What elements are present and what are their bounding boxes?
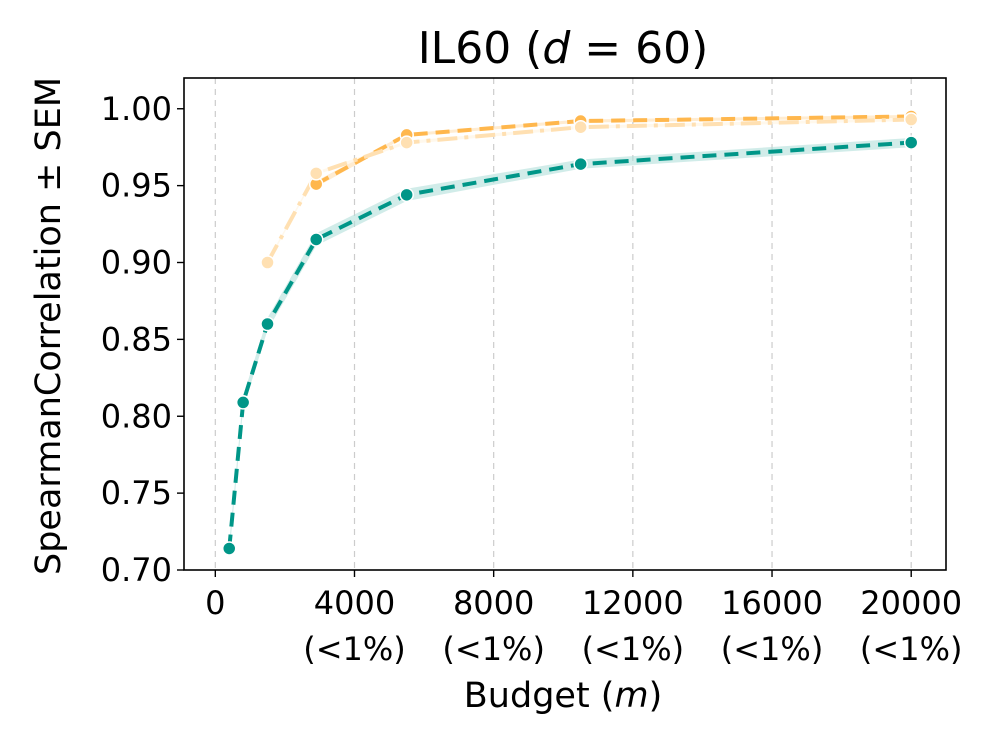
x-tick-sublabel: (<1%) [721,630,824,668]
teal-series-point [221,541,237,556]
x-tick-label: 16000 [721,584,823,622]
x-tick-sublabel: (<1%) [860,630,963,668]
light-orange-series-point [903,112,919,127]
light-orange-series-point [573,119,588,135]
light-orange-series-point [399,135,414,150]
chart-title: IL60 (d = 60) [418,23,709,74]
light-orange-series-line [265,117,912,264]
x-tick-sublabel: (<1%) [303,630,406,668]
x-tick-label: 4000 [314,584,395,622]
line-layer [227,114,912,549]
y-tick-label: 0.70 [101,551,172,589]
x-tick-label: 20000 [860,584,962,622]
light-orange-series-point [260,255,275,270]
x-tick-sublabel: (<1%) [582,630,685,668]
y-axis-title: SpearmanCorrelation ± SEM [29,77,69,575]
teal-series-point [308,232,324,247]
band-layer [229,114,912,555]
teal-series-line [227,140,912,549]
tick-layer: 0 4000 (<1%) 8000 (<1%) 12000 (<1%) 16000 (<1%) 2… [101,90,963,668]
y-tick-label: 0.90 [101,244,172,282]
x-tick-label: 8000 [453,584,534,622]
x-tick-label: 12000 [582,584,684,622]
y-tick-label: 0.80 [101,397,172,435]
plot-frame [183,77,947,571]
x-tick-sublabel: (<1%) [442,630,545,668]
teal-series-point [235,395,251,410]
light-orange-series-sem-band [267,117,912,265]
x-axis-title: Budget (m) [464,676,662,716]
y-tick-label: 0.75 [101,474,172,512]
y-tick-label: 1.00 [101,90,172,128]
orange-series-line [315,114,912,186]
light-orange-series-point [308,166,324,181]
teal-series-point [399,187,414,203]
x-tick-label: 0 [205,584,225,622]
y-tick-label: 0.85 [101,320,172,358]
teal-series-point [260,316,275,332]
teal-series-sem-band [229,137,912,555]
marker-layer [221,109,919,556]
teal-series-point [903,135,919,150]
y-tick-label: 0.95 [101,167,172,205]
teal-series-point [573,156,588,172]
